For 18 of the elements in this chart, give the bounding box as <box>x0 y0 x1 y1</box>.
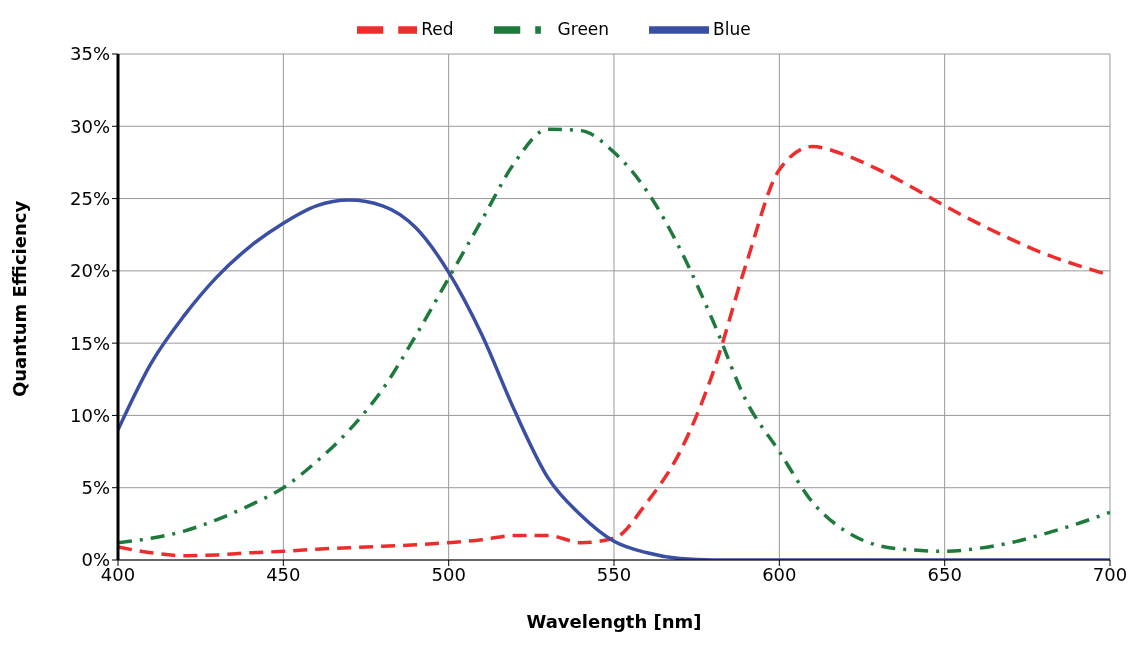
legend-label: Green <box>557 19 610 39</box>
x-tick-label: 650 <box>927 563 962 585</box>
y-tick-label: 10% <box>69 404 110 426</box>
x-tick-label: 450 <box>266 563 301 585</box>
y-tick-label: 35% <box>69 43 110 65</box>
legend-label: Blue <box>713 19 751 39</box>
x-tick-label: 550 <box>596 563 632 585</box>
x-tick-label: 500 <box>431 563 466 585</box>
legend-label: Red <box>421 19 454 39</box>
x-tick-label: 700 <box>1092 563 1128 585</box>
y-tick-label: 30% <box>69 115 110 137</box>
y-tick-label: 15% <box>69 332 110 354</box>
x-axis-title: Wavelength [nm] <box>526 611 702 632</box>
y-tick-label: 20% <box>69 260 110 282</box>
x-tick-label: 600 <box>762 563 797 585</box>
y-tick-label: 25% <box>69 187 110 209</box>
y-axis-title: Quantum Efficiency <box>9 200 31 397</box>
y-tick-label: 5% <box>81 477 110 499</box>
